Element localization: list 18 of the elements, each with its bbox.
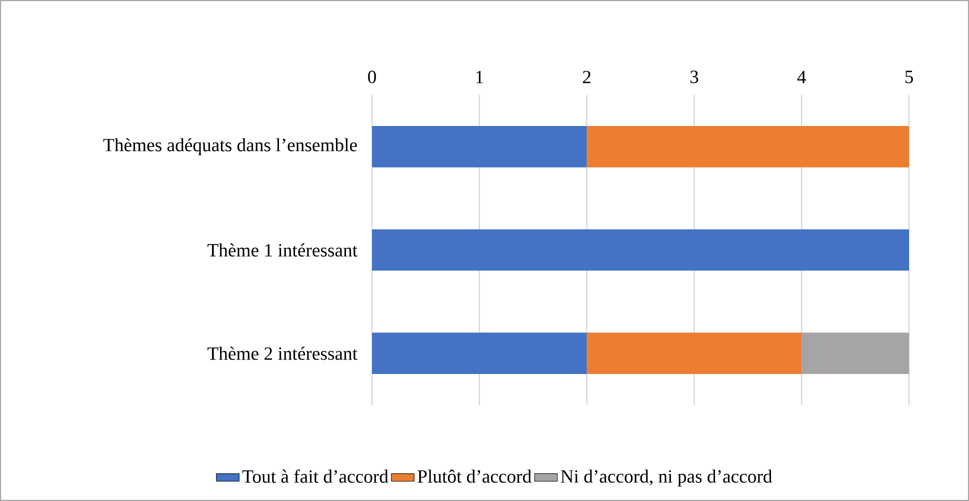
y-tick-label: Thème 1 intéressant	[208, 243, 358, 257]
bar	[802, 332, 910, 374]
y-tick-label: Thème 2 intéressant	[208, 346, 358, 360]
bar	[372, 332, 587, 374]
legend-label: Tout à fait d’accord	[242, 469, 388, 483]
x-tick-label: 3	[690, 70, 698, 84]
x-tick-label: 5	[905, 70, 913, 84]
x-tick-label: 2	[582, 70, 590, 84]
x-tick-label: 0	[368, 70, 376, 84]
bar	[586, 332, 802, 374]
bar	[372, 126, 587, 168]
legend-label: Ni d’accord, ni pas d’accord	[560, 470, 772, 487]
y-tick-label: Thèmes adéquats dans l’ensemble	[103, 138, 357, 156]
bar	[372, 229, 910, 271]
x-tick-label: 4	[797, 70, 806, 84]
legend-label: Plutôt d’accord	[418, 470, 532, 483]
bar	[586, 126, 910, 168]
x-tick-label: 1	[476, 70, 483, 84]
